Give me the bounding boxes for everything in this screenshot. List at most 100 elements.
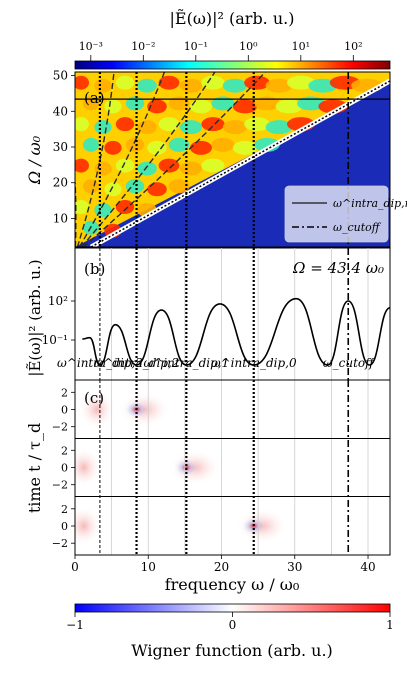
heatmap-lobe — [211, 137, 235, 152]
top-colorbar-tick-label: 10¹ — [292, 40, 310, 53]
panel-b-label: (b) — [84, 260, 105, 278]
wigner-low-freq-blob — [75, 506, 102, 546]
panel-b: 10⁻¹ 10² (b) Ω = 43.4 ω₀ |Ẽ(ω)|² (arb. u.… — [26, 247, 391, 381]
wigner-positive-core — [179, 462, 194, 473]
panel-c-lines — [99, 380, 369, 555]
heatmap-lobe — [190, 99, 212, 114]
top-colorbar-label: |Ẽ(ω)|² (arb. u.) — [170, 8, 295, 28]
dip-label: ω^intra_dip,3 — [57, 356, 143, 370]
panel-a-label: (a) — [84, 89, 105, 107]
wigner-low-freq-blob — [75, 447, 102, 488]
panel-c-ytick-label: −2 — [52, 421, 68, 434]
top-colorbar-ticks: 10⁻³ 10⁻² 10⁻¹ 10⁰ 10¹ 10² — [79, 40, 363, 61]
dip-curve — [78, 72, 166, 247]
heatmap-lobe — [275, 99, 303, 114]
x-axis-label: frequency ω / ω₀ — [165, 575, 300, 594]
wigner-panel — [75, 506, 288, 546]
heatmap-lobe — [83, 96, 99, 111]
panel-c-ytick-label: 2 — [61, 503, 68, 516]
panel-b-annotation: Ω = 43.4 ω₀ — [292, 259, 384, 277]
bottom-colorbar — [74, 603, 391, 613]
x-axis-tick-label: 10 — [141, 560, 156, 574]
heatmap-lobe — [137, 120, 157, 135]
heatmap-lobe — [168, 137, 190, 152]
heatmap-lobe — [222, 78, 248, 93]
top-colorbar — [74, 60, 391, 70]
panel-c-label: (c) — [84, 389, 104, 407]
panel-b-ylabel: |Ẽ(ω)|² (arb. u.) — [26, 259, 44, 376]
x-axis-tick-label: 40 — [360, 560, 375, 574]
bottom-colorbar-tick-label: 1 — [386, 618, 394, 632]
wigner-blobs — [75, 389, 288, 546]
cutoff-line — [90, 80, 390, 247]
dip-label: ω^intra_dip,0 — [211, 356, 297, 370]
heatmap-lobe — [232, 140, 258, 155]
heatmap-lobe — [125, 179, 145, 194]
heatmap-lobe — [147, 99, 167, 114]
panel-c2-frame — [75, 439, 390, 496]
panel-a-ytick-label: 10 — [53, 211, 68, 225]
dip-curve — [76, 72, 115, 247]
bottom-colorbar-ticks: −1 0 1 — [66, 612, 394, 632]
dip-curve — [75, 182, 77, 247]
heatmap-lobe — [211, 96, 235, 111]
wigner-low-freq-blob — [78, 389, 115, 430]
heatmap-lobe — [265, 120, 293, 135]
top-colorbar-tick-label: 10⁻³ — [79, 40, 103, 53]
legend-cutoff-label: ω_cutoff — [333, 221, 382, 234]
dip-label: ω^intra_dip,2 — [94, 356, 180, 370]
legend: ω^intra_dip,n ω_cutoff — [284, 185, 407, 243]
panel-b-ytick-label: 10² — [48, 294, 68, 308]
heatmap-lobe — [190, 140, 212, 155]
panel-c3-frame — [75, 497, 390, 555]
panel-a-ytick-label: 20 — [53, 176, 68, 190]
heatmap-lobe — [158, 158, 180, 173]
heatmap-lobe — [104, 99, 122, 114]
panel-a: 10 20 30 40 50 (a) Ω / ω₀ ω^intra_dip,n ω_cu… — [25, 69, 407, 248]
panel-a-ytick-label: 30 — [53, 140, 68, 154]
heatmap-lobe — [115, 200, 135, 214]
heatmap-lobe — [147, 140, 167, 155]
heatmap-lobe — [115, 75, 135, 90]
heatmap-lobe — [244, 75, 270, 90]
spectrum-line — [82, 297, 391, 366]
panel-a-ylabel: Ω / ω₀ — [25, 135, 44, 185]
heatmap-lobe — [125, 137, 145, 152]
heatmap-lobe — [75, 158, 89, 173]
heatmap-lobe — [125, 96, 145, 111]
heatmap-lobe — [158, 117, 180, 132]
panel-b-yticks: 10⁻¹ 10² — [42, 294, 75, 347]
heatmap-lobe — [83, 137, 99, 152]
panel-c-ytick-label: 2 — [61, 444, 68, 457]
dip-curve — [82, 72, 266, 247]
x-axis-tick-label: 0 — [71, 560, 79, 574]
dip-labels: ω^intra_dip,3ω^intra_dip,2ω^intra_dip,1ω… — [57, 356, 376, 370]
heatmap-lobe — [201, 75, 225, 90]
legend-box — [284, 185, 389, 243]
heatmap-lobe — [180, 120, 202, 135]
panel-a-ytick-label: 50 — [53, 69, 68, 83]
x-axis-tick-label: 20 — [214, 560, 229, 574]
heatmap-lobe — [75, 200, 89, 214]
panel-a-frame — [74, 71, 391, 248]
heatmap-lobe — [115, 158, 135, 173]
heatmap-lobe — [180, 78, 202, 93]
dip-label: ω_cutoff — [323, 356, 376, 370]
heatmap-lobe — [180, 161, 202, 176]
heatmap-lobe — [137, 78, 157, 93]
top-colorbar-tick-label: 10⁰ — [239, 40, 258, 53]
heatmap-lobe — [94, 120, 112, 135]
panel-c: −2 0 2 −2 0 2 −2 0 2 (c) time t / τ_d — [25, 379, 391, 556]
heatmap-lobe — [94, 78, 112, 93]
heatmap-lobe — [104, 140, 122, 155]
heatmap-lobe — [147, 182, 167, 197]
dip-label: ω^intra_dip,1 — [143, 356, 229, 370]
panel-b-lines — [99, 248, 369, 380]
heatmap-lobe — [115, 117, 135, 132]
heatmap-lobe — [297, 96, 325, 111]
legend-dip-label: ω^intra_dip,n — [333, 197, 407, 210]
heatmap-lobe — [75, 75, 89, 90]
panel-c-ytick-label: −2 — [52, 537, 68, 550]
panel-c-yticks: −2 0 2 −2 0 2 −2 0 2 — [52, 386, 75, 550]
